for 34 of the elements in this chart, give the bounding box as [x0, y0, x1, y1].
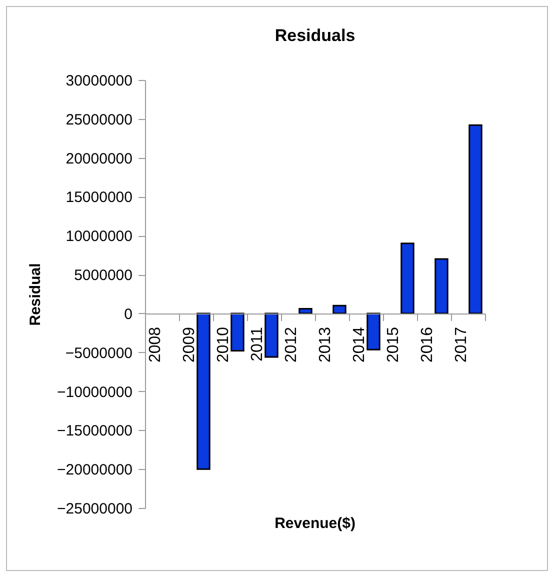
- bar: [264, 312, 278, 358]
- bar: [434, 258, 448, 314]
- x-tick-label: 2017: [453, 326, 470, 363]
- x-tick-label: 2012: [283, 326, 300, 363]
- y-tick-label: 25000000: [66, 111, 132, 128]
- bar: [468, 124, 482, 314]
- y-tick-label: 0: [124, 306, 132, 323]
- x-tick-label: 2013: [317, 326, 334, 363]
- y-tick-label: 30000000: [66, 72, 132, 90]
- bar: [332, 304, 346, 314]
- bar: [298, 308, 312, 314]
- x-axis-title: Revenue($): [274, 515, 356, 532]
- y-tick-label: 5000000: [74, 267, 132, 284]
- x-tick-label: 2008: [147, 326, 164, 363]
- x-tick-label: 2014: [351, 326, 368, 363]
- y-tick-label: 20000000: [66, 150, 132, 168]
- y-tick-label: −10000000: [57, 384, 132, 401]
- bar: [400, 242, 414, 314]
- x-tick-label: 2015: [385, 326, 402, 363]
- y-tick-label: 15000000: [66, 189, 132, 206]
- chart-title: Residuals: [274, 26, 356, 45]
- bar: [230, 312, 244, 352]
- y-tick-label: −15000000: [57, 422, 132, 440]
- x-tick-label: 2011: [249, 326, 266, 362]
- y-axis-title: Residual: [27, 263, 44, 326]
- x-tick-label: 2016: [419, 326, 436, 363]
- y-tick-label: −25000000: [57, 500, 132, 518]
- x-tick-label: 2009: [181, 326, 198, 363]
- bar: [196, 312, 210, 470]
- bar: [366, 312, 380, 350]
- y-tick-label: −20000000: [57, 462, 132, 479]
- y-tick-label: −5000000: [65, 344, 132, 362]
- y-tick-label: 10000000: [66, 228, 132, 246]
- x-tick-label: 2010: [215, 326, 232, 363]
